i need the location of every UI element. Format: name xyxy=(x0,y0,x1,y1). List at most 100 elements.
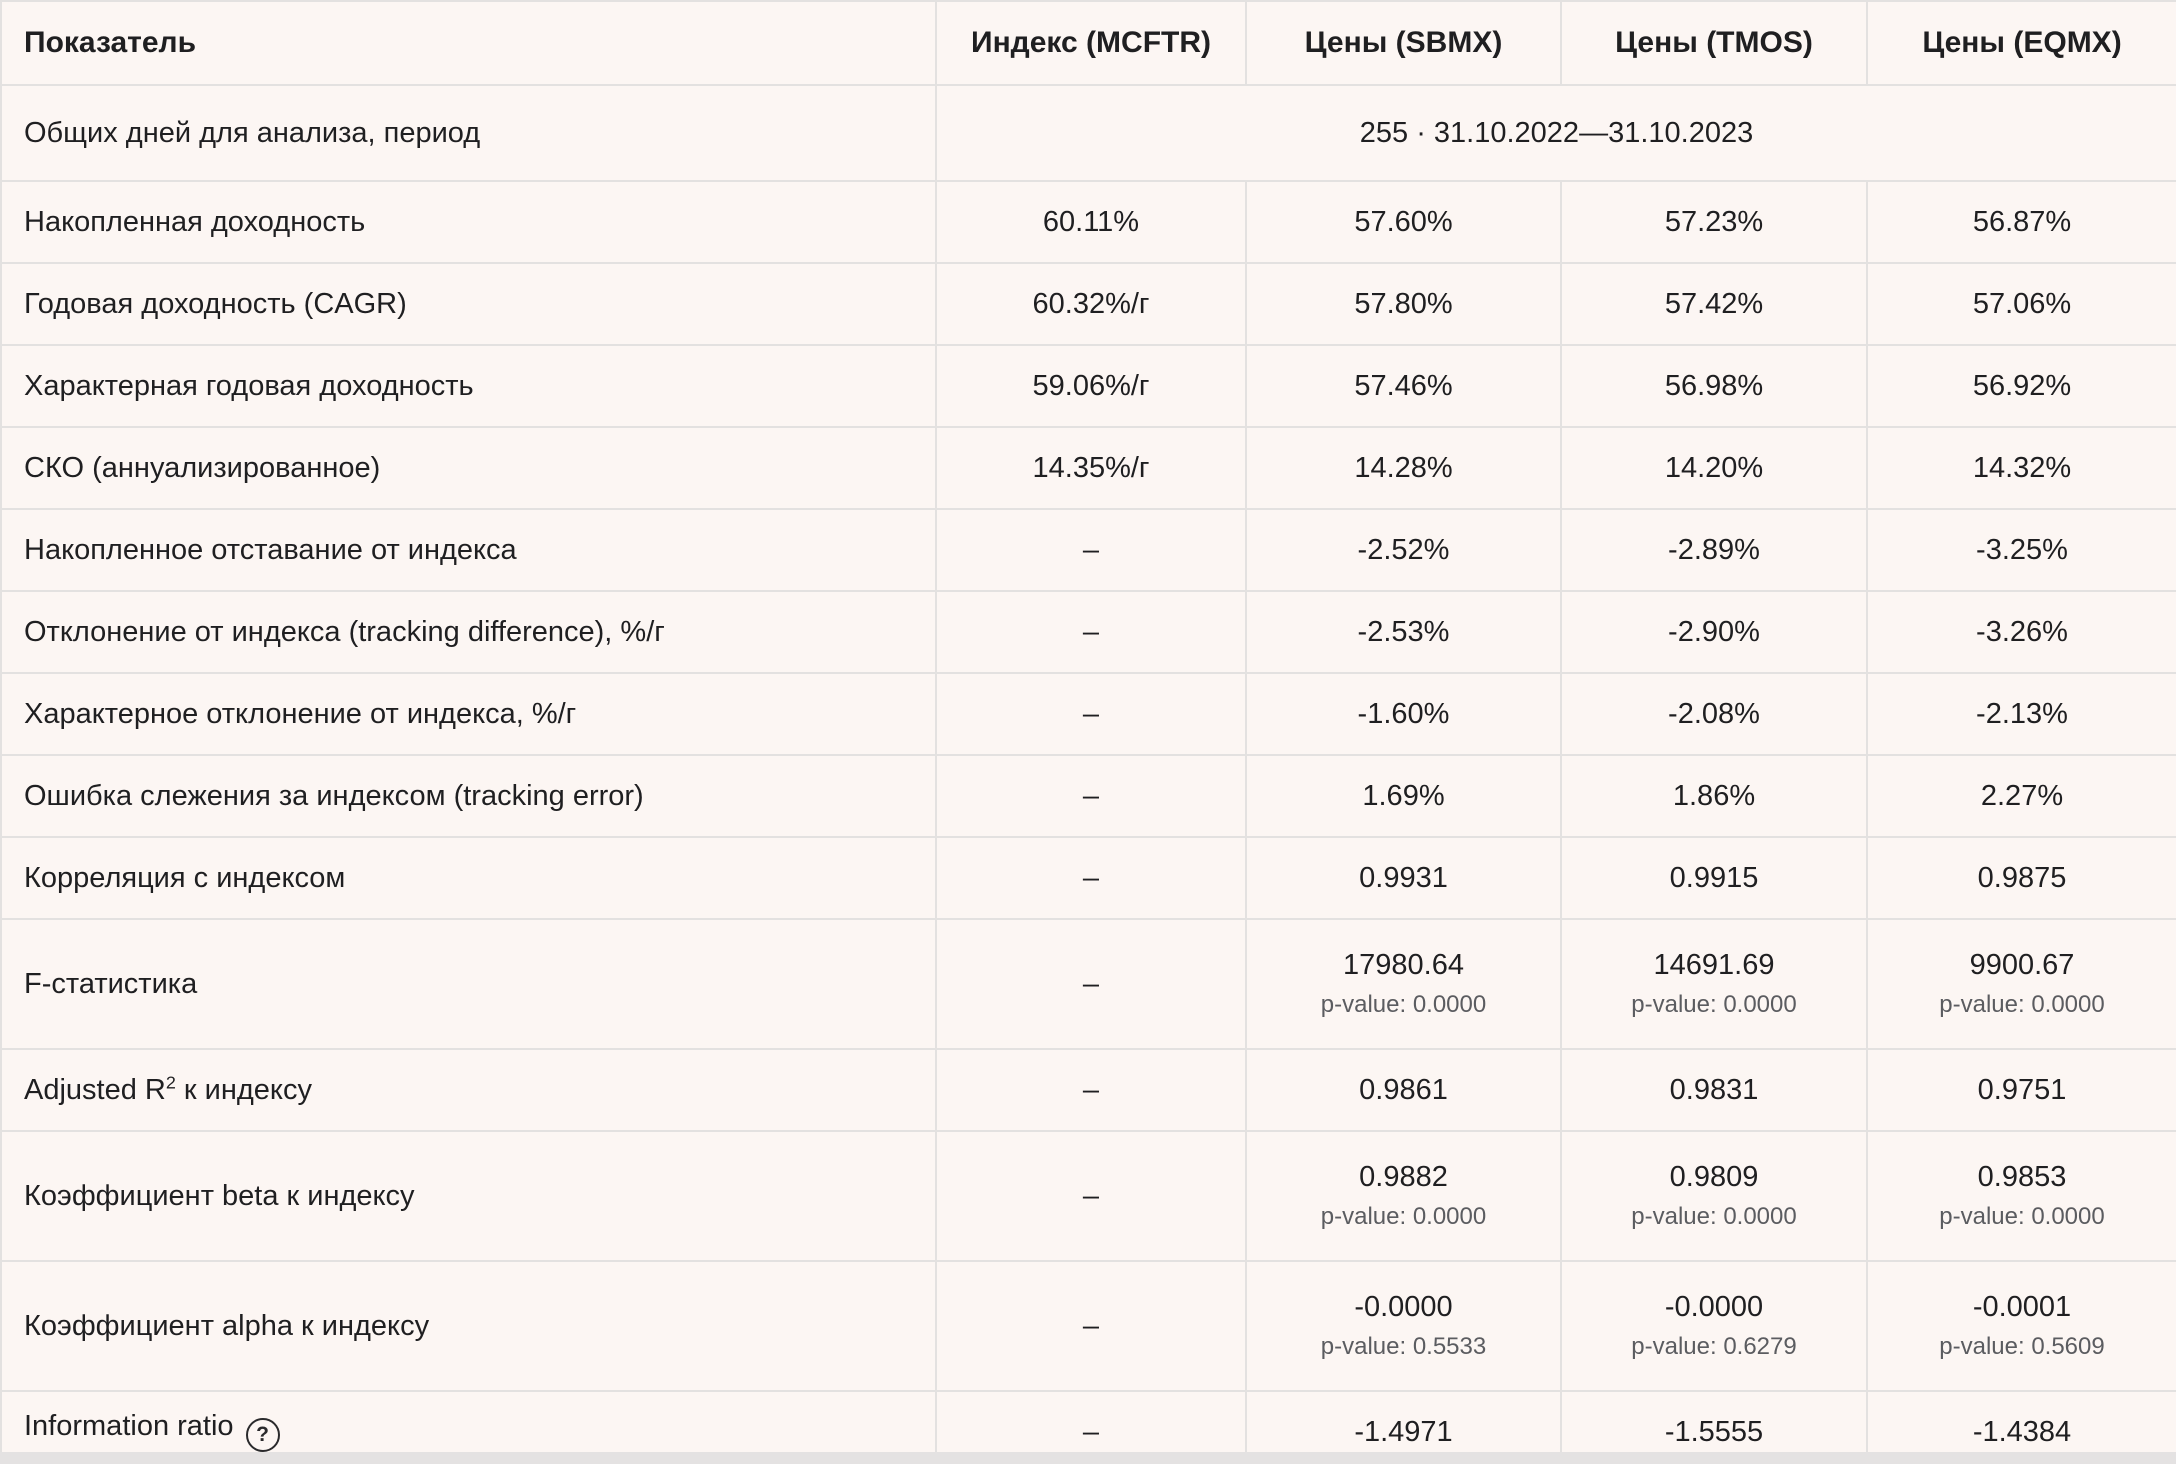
cell-value: 0.9931 xyxy=(1245,836,1562,920)
row-label: Коэффициент beta к индексу xyxy=(0,1130,937,1262)
cell-value: 56.87% xyxy=(1866,180,2176,264)
cell-p-value: p-value: 0.0000 xyxy=(1939,991,2105,1018)
cell-value: 57.60% xyxy=(1245,180,1562,264)
cell-value: – xyxy=(935,508,1247,592)
row-label: Характерное отклонение от индекса, %/г xyxy=(0,672,937,756)
cell-main-value: 0.9853 xyxy=(1977,1161,2067,1193)
cell-value: 0.9853 p-value: 0.0000 xyxy=(1866,1130,2176,1262)
cell-value: -2.89% xyxy=(1560,508,1868,592)
row-label-text: Adjusted R xyxy=(24,1073,166,1106)
row-label-text: Information ratio xyxy=(24,1410,234,1442)
row-label: Отклонение от индекса (tracking differen… xyxy=(0,590,937,674)
cell-value: -0.0000 p-value: 0.5533 xyxy=(1245,1260,1562,1392)
cell-p-value: p-value: 0.0000 xyxy=(1320,991,1487,1018)
cell-p-value: p-value: 0.0000 xyxy=(1631,991,1797,1018)
cell-p-value: p-value: 0.0000 xyxy=(1320,1203,1487,1230)
cell-value: 0.9882 p-value: 0.0000 xyxy=(1245,1130,1562,1262)
cell-value: 0.9831 xyxy=(1560,1048,1868,1132)
cell-value: – xyxy=(935,1260,1247,1392)
cell-value: 0.9875 xyxy=(1866,836,2176,920)
table-row-characteristic-annual-return: Характерная годовая доходность 59.06%/г … xyxy=(0,344,2176,428)
cell-main-value: 0.9809 xyxy=(1669,1161,1759,1193)
cell-value: -1.5555 xyxy=(1560,1390,1868,1464)
cell-value: – xyxy=(935,1390,1247,1464)
cell-main-value: 14691.69 xyxy=(1653,949,1775,981)
table-row-period: Общих дней для анализа, период 255 · 31.… xyxy=(0,84,2176,182)
table-row-f-statistic: F-статистика – 17980.64 p-value: 0.0000 … xyxy=(0,918,2176,1050)
cell-value: – xyxy=(935,918,1247,1050)
row-label: Adjusted R2 к индексу xyxy=(0,1048,937,1132)
cell-value: 14.32% xyxy=(1866,426,2176,510)
cell-value: -0.0000 p-value: 0.6279 xyxy=(1560,1260,1868,1392)
column-header-prices-tmos: Цены (TMOS) xyxy=(1560,0,1868,86)
row-label: F-статистика xyxy=(0,918,937,1050)
cell-p-value: p-value: 0.5609 xyxy=(1939,1333,2105,1360)
cell-p-value: p-value: 0.5533 xyxy=(1320,1333,1487,1360)
table-row-tracking-error: Ошибка слежения за индексом (tracking er… xyxy=(0,754,2176,838)
row-label: СКО (аннуализированное) xyxy=(0,426,937,510)
cell-value: -2.53% xyxy=(1245,590,1562,674)
cell-value: -0.0001 p-value: 0.5609 xyxy=(1866,1260,2176,1392)
cell-value: 56.98% xyxy=(1560,344,1868,428)
table-row-characteristic-deviation: Характерное отклонение от индекса, %/г –… xyxy=(0,672,2176,756)
row-label: Накопленная доходность xyxy=(0,180,937,264)
cell-main-value: 0.9882 xyxy=(1359,1161,1448,1193)
cell-value: 0.9861 xyxy=(1245,1048,1562,1132)
table-row-annualized-std: СКО (аннуализированное) 14.35%/г 14.28% … xyxy=(0,426,2176,510)
cell-value: 2.27% xyxy=(1866,754,2176,838)
column-header-prices-sbmx: Цены (SBMX) xyxy=(1245,0,1562,86)
cell-value: -3.26% xyxy=(1866,590,2176,674)
cell-value: – xyxy=(935,836,1247,920)
table-row-correlation: Корреляция с индексом – 0.9931 0.9915 0.… xyxy=(0,836,2176,920)
row-label: Коэффициент alpha к индексу xyxy=(0,1260,937,1392)
cell-value: 17980.64 p-value: 0.0000 xyxy=(1245,918,1562,1050)
column-header-index-mcftr: Индекс (MCFTR) xyxy=(935,0,1247,86)
cell-value: -2.08% xyxy=(1560,672,1868,756)
row-label: Ошибка слежения за индексом (tracking er… xyxy=(0,754,937,838)
table-row-beta: Коэффициент beta к индексу – 0.9882 p-va… xyxy=(0,1130,2176,1262)
cell-value: -1.4971 xyxy=(1245,1390,1562,1464)
cell-p-value: p-value: 0.0000 xyxy=(1631,1203,1797,1230)
period-value: 255 · 31.10.2022—31.10.2023 xyxy=(935,84,2176,182)
cell-value: 56.92% xyxy=(1866,344,2176,428)
cell-value: 57.42% xyxy=(1560,262,1868,346)
cell-value: 59.06%/г xyxy=(935,344,1247,428)
cell-p-value: p-value: 0.6279 xyxy=(1631,1333,1797,1360)
header-row: Показатель Индекс (MCFTR) Цены (SBMX) Це… xyxy=(0,0,2176,86)
cell-value: 0.9751 xyxy=(1866,1048,2176,1132)
cell-value: 14691.69 p-value: 0.0000 xyxy=(1560,918,1868,1050)
cell-value: 1.86% xyxy=(1560,754,1868,838)
cell-main-value: -0.0000 xyxy=(1354,1291,1453,1323)
cell-value: 57.46% xyxy=(1245,344,1562,428)
cell-value: -2.13% xyxy=(1866,672,2176,756)
row-label: Общих дней для анализа, период xyxy=(0,84,937,182)
cell-value: 14.35%/г xyxy=(935,426,1247,510)
cell-value: 14.28% xyxy=(1245,426,1562,510)
cell-value: – xyxy=(935,1130,1247,1262)
horizontal-scrollbar[interactable] xyxy=(0,1452,2176,1464)
row-label: Годовая доходность (CAGR) xyxy=(0,262,937,346)
cell-value: – xyxy=(935,754,1247,838)
row-label: Характерная годовая доходность xyxy=(0,344,937,428)
cell-p-value: p-value: 0.0000 xyxy=(1939,1203,2105,1230)
cell-value: – xyxy=(935,590,1247,674)
cell-main-value: 9900.67 xyxy=(1969,949,2075,981)
table-row-information-ratio: Information ratio? – -1.4971 -1.5555 -1.… xyxy=(0,1390,2176,1464)
cell-main-value: -0.0001 xyxy=(1972,1291,2072,1323)
row-label-text: к индексу xyxy=(175,1073,312,1106)
cell-value: 57.06% xyxy=(1866,262,2176,346)
superscript-2: 2 xyxy=(165,1071,176,1092)
table-row-adjusted-r2: Adjusted R2 к индексу – 0.9861 0.9831 0.… xyxy=(0,1048,2176,1132)
cell-main-value: -0.0000 xyxy=(1664,1291,1764,1323)
table-row-cumulative-return: Накопленная доходность 60.11% 57.60% 57.… xyxy=(0,180,2176,264)
help-icon[interactable]: ? xyxy=(245,1418,280,1452)
cell-value: 1.69% xyxy=(1245,754,1562,838)
cell-value: 14.20% xyxy=(1560,426,1868,510)
cell-value: 60.11% xyxy=(935,180,1247,264)
row-label: Information ratio? xyxy=(0,1390,937,1464)
row-label: Накопленное отставание от индекса xyxy=(0,508,937,592)
column-header-metric: Показатель xyxy=(0,0,937,86)
cell-value: 60.32%/г xyxy=(935,262,1247,346)
